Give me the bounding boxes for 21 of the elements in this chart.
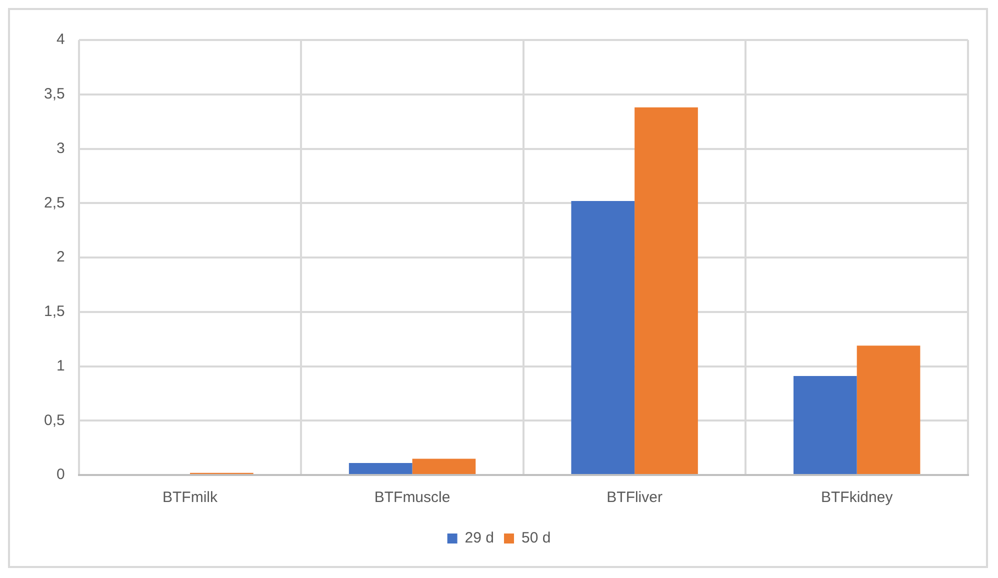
y-tick-label: 0,5	[44, 412, 65, 429]
bar	[571, 200, 635, 474]
legend-label: 50 d	[522, 530, 551, 547]
x-tick-label: BTFmuscle	[374, 489, 450, 506]
y-tick-label: 2,5	[44, 194, 65, 212]
x-tick-label: BTFmilk	[162, 489, 218, 506]
bar	[348, 463, 412, 474]
x-tick-label: BTFliver	[606, 489, 662, 506]
y-tick-label: 1	[56, 357, 65, 374]
y-tick-label: 3	[56, 140, 65, 157]
bar	[412, 458, 476, 474]
y-tick-label: 1,5	[44, 303, 65, 320]
y-tick-label: 4	[56, 31, 65, 48]
y-tick-label: 3,5	[44, 86, 65, 103]
bar	[634, 107, 698, 474]
legend-label: 29 d	[464, 530, 494, 547]
y-tick-label: 0	[56, 466, 65, 484]
bar	[794, 376, 857, 474]
y-tick-label: 2	[56, 248, 65, 266]
x-tick-label: BTFkidney	[821, 489, 894, 506]
bar	[856, 346, 920, 474]
